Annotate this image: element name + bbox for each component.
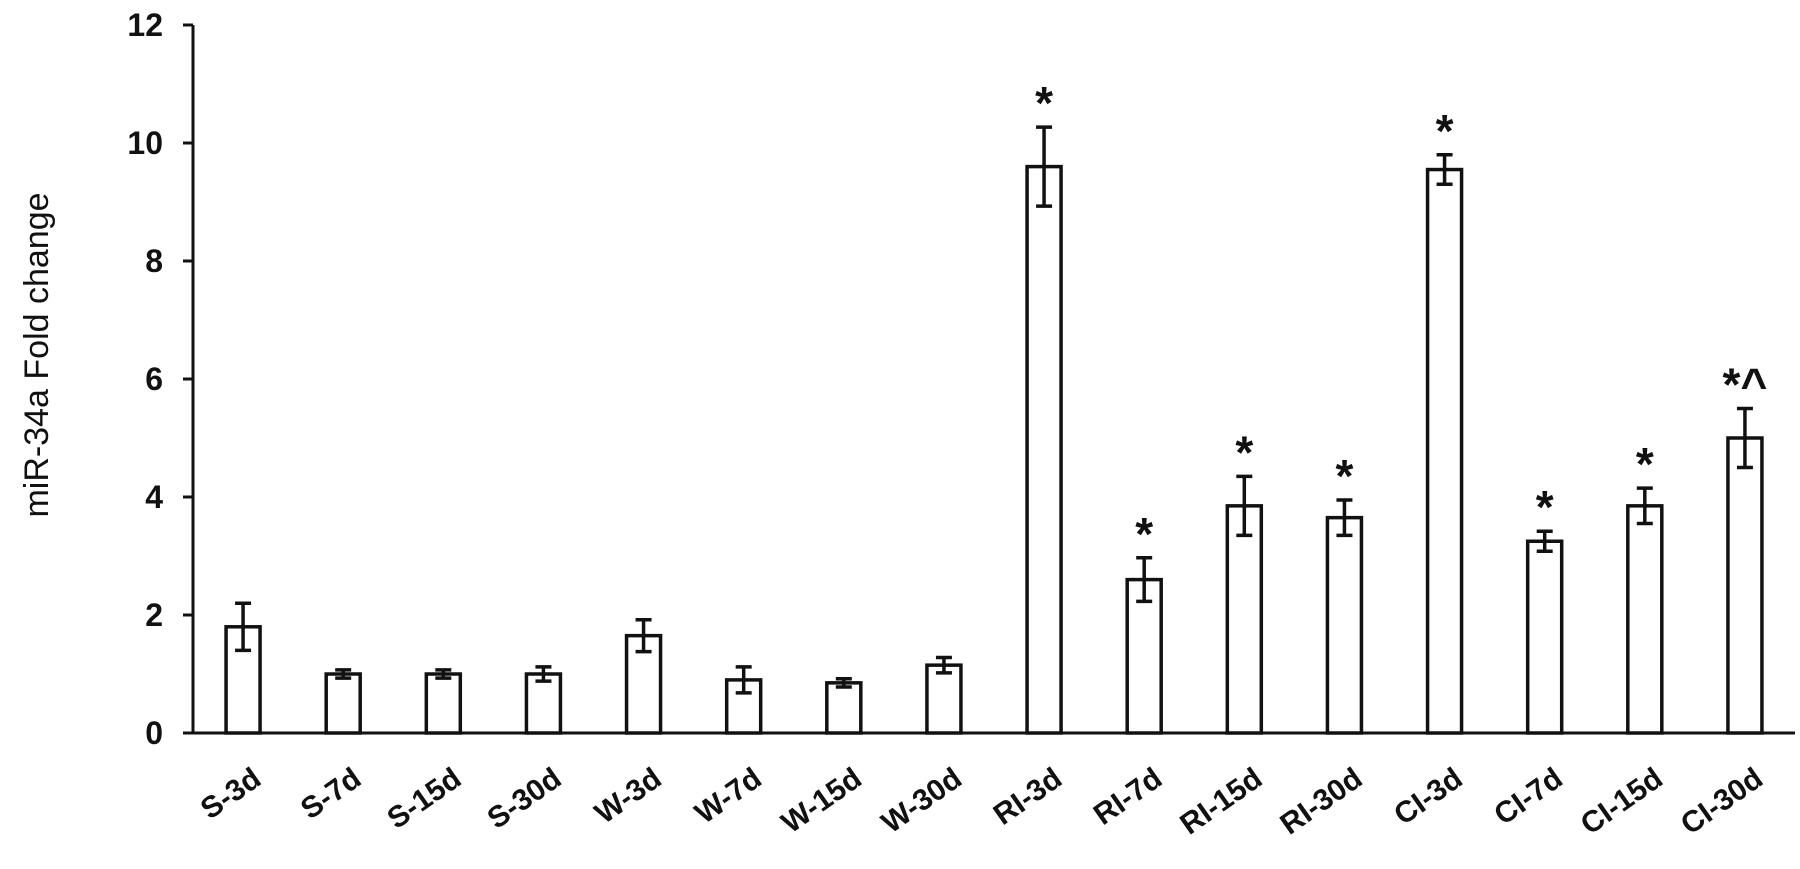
bar-S-15d [424, 672, 463, 735]
annotation-RI-3d: * [1035, 77, 1053, 129]
x-tick-label-W-30d: W-30d [876, 762, 968, 840]
annotation-RI-30d: * [1335, 450, 1353, 502]
annotation-CI-7d: * [1536, 481, 1554, 533]
x-tick-label-RI-15d: RI-15d [1174, 762, 1268, 842]
bar-W-30d [925, 663, 963, 735]
annotation-RI-7d: * [1135, 508, 1153, 560]
x-tick-label-CI-15d: CI-15d [1575, 762, 1669, 842]
x-tick-label-CI-3d: CI-3d [1388, 762, 1468, 832]
y-axis-label: miR-34a Fold change [18, 192, 56, 517]
x-tick-label-S-7d: S-7d [295, 762, 367, 826]
bar-CI-30d [1726, 436, 1764, 735]
y-tick-label: 8 [145, 243, 163, 279]
x-tick-label-CI-30d: CI-30d [1675, 762, 1769, 842]
bar-CI-3d [1425, 167, 1464, 735]
bar-RI-15d [1225, 504, 1264, 735]
bar-RI-3d [1025, 164, 1063, 735]
y-ticks: 0 2 4 6 8 10 12 [127, 7, 193, 751]
y-tick-label: 0 [145, 715, 163, 751]
x-tick-label-S-30d: S-30d [482, 762, 568, 836]
bar-RI-30d [1325, 515, 1364, 735]
x-tick-label-W-15d: W-15d [776, 762, 868, 840]
x-tick-label-RI-3d: RI-3d [988, 762, 1068, 832]
x-tick-label-W-3d: W-3d [589, 762, 667, 831]
x-tick-labels: S-3d S-7d S-15d S-30d W-3d W-7d W-15d W-30d RI-3… [195, 762, 1769, 842]
bar-S-30d [524, 672, 563, 735]
x-tick-label-S-15d: S-15d [381, 762, 467, 836]
x-tick-label-RI-30d: RI-30d [1274, 762, 1368, 842]
annotation-CI-30d: *^ [1723, 359, 1768, 411]
bar-CI-7d [1525, 539, 1564, 735]
bars [224, 164, 1764, 735]
bar-CI-15d [1626, 504, 1664, 735]
annotation-RI-15d: * [1235, 426, 1253, 478]
y-tick-label: 4 [145, 479, 163, 515]
x-tick-label-S-3d: S-3d [195, 762, 267, 826]
x-tick-label-W-7d: W-7d [689, 762, 767, 831]
x-tick-label-RI-7d: RI-7d [1088, 762, 1168, 832]
error-bars [235, 125, 1753, 695]
y-tick-label: 12 [127, 7, 163, 43]
bar-RI-7d [1125, 577, 1163, 735]
bar-W-15d [825, 681, 863, 735]
y-tick-label: 6 [145, 361, 163, 397]
bar-S-7d [324, 672, 362, 735]
x-tick-label-CI-7d: CI-7d [1488, 762, 1568, 832]
annotation-CI-3d: * [1436, 105, 1454, 157]
y-tick-label: 10 [127, 125, 163, 161]
annotation-CI-15d: * [1636, 438, 1654, 490]
y-tick-label: 2 [145, 597, 163, 633]
significance-annotations: * * * * * * * *^ [1035, 77, 1767, 560]
